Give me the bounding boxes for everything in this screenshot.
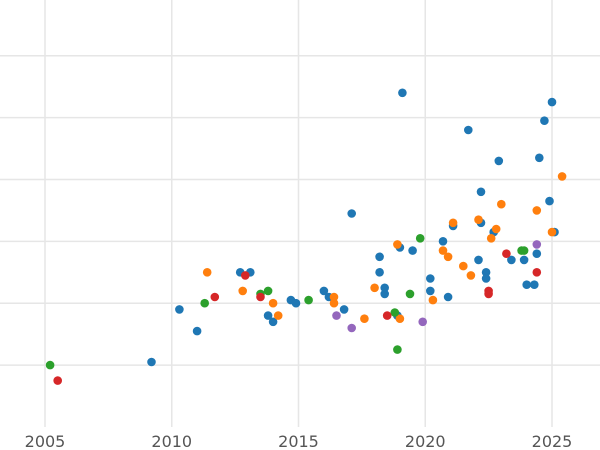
data-point	[45, 360, 55, 370]
data-point	[291, 298, 301, 308]
data-point	[532, 240, 542, 249]
data-point	[557, 172, 567, 181]
data-point	[494, 156, 504, 166]
data-point	[545, 196, 554, 206]
data-point	[481, 274, 491, 283]
data-point	[486, 234, 496, 243]
data-point	[382, 311, 392, 320]
data-point	[319, 286, 329, 296]
data-point	[459, 261, 468, 271]
data-point	[370, 283, 379, 293]
data-point	[466, 271, 476, 280]
data-point	[210, 292, 220, 302]
data-point	[530, 280, 539, 290]
data-point	[405, 289, 415, 299]
data-point	[484, 289, 493, 299]
data-point	[408, 246, 417, 255]
data-point	[519, 246, 529, 255]
data-point	[380, 289, 390, 299]
data-point	[273, 311, 283, 320]
data-point	[448, 218, 458, 228]
data-point	[507, 255, 516, 265]
data-point	[535, 153, 544, 163]
data-point	[464, 125, 473, 135]
data-point	[375, 252, 384, 262]
data-point	[263, 311, 273, 320]
data-point	[522, 280, 531, 290]
data-point	[175, 305, 184, 314]
data-point	[547, 97, 557, 107]
x-tick-label: 2010	[151, 432, 192, 450]
data-point	[304, 295, 313, 305]
data-point	[540, 116, 549, 125]
data-point	[202, 268, 212, 277]
data-point	[491, 224, 501, 234]
x-tick-label: 2015	[278, 432, 319, 450]
data-point	[426, 286, 435, 296]
data-point	[474, 255, 483, 265]
gridlines	[0, 0, 600, 427]
data-point	[332, 311, 341, 320]
data-point	[438, 237, 448, 246]
data-point	[238, 286, 247, 296]
data-point	[268, 317, 278, 327]
data-point	[200, 298, 209, 308]
data-point	[393, 345, 402, 354]
data-point	[438, 246, 448, 255]
data-point	[263, 286, 273, 296]
data-point	[375, 268, 384, 277]
data-point	[502, 249, 511, 258]
data-point	[347, 209, 357, 218]
data-point	[426, 274, 435, 283]
data-point	[532, 268, 542, 277]
data-point	[393, 240, 402, 249]
x-tick-label: 2020	[405, 432, 446, 450]
data-point	[547, 227, 557, 237]
x-axis-tick-labels: 2005 2010 2015 2020 2025	[25, 432, 573, 450]
data-point	[53, 376, 62, 385]
data-point	[415, 234, 425, 243]
data-point	[395, 314, 405, 324]
data-point	[347, 323, 357, 333]
data-point	[339, 305, 349, 314]
data-point	[481, 268, 491, 277]
data-point	[532, 249, 542, 258]
data-point	[532, 206, 542, 215]
data-point	[497, 199, 506, 209]
data-point	[476, 187, 486, 197]
x-tick-label: 2025	[532, 432, 573, 450]
data-point	[256, 292, 265, 302]
data-point	[329, 292, 339, 302]
data-point	[428, 295, 438, 305]
data-point	[268, 298, 278, 308]
data-point	[443, 292, 453, 302]
x-tick-label: 2005	[25, 432, 66, 450]
data-point	[360, 314, 369, 324]
data-point	[398, 88, 407, 98]
data-point	[241, 271, 250, 280]
data-point	[147, 357, 156, 367]
data-point	[329, 298, 339, 308]
data-point	[443, 252, 453, 262]
data-point	[418, 317, 428, 327]
data-point	[519, 255, 529, 265]
data-points	[45, 88, 567, 385]
data-point	[390, 308, 400, 317]
data-point	[192, 326, 202, 336]
data-point	[474, 215, 483, 224]
data-point	[380, 283, 390, 293]
